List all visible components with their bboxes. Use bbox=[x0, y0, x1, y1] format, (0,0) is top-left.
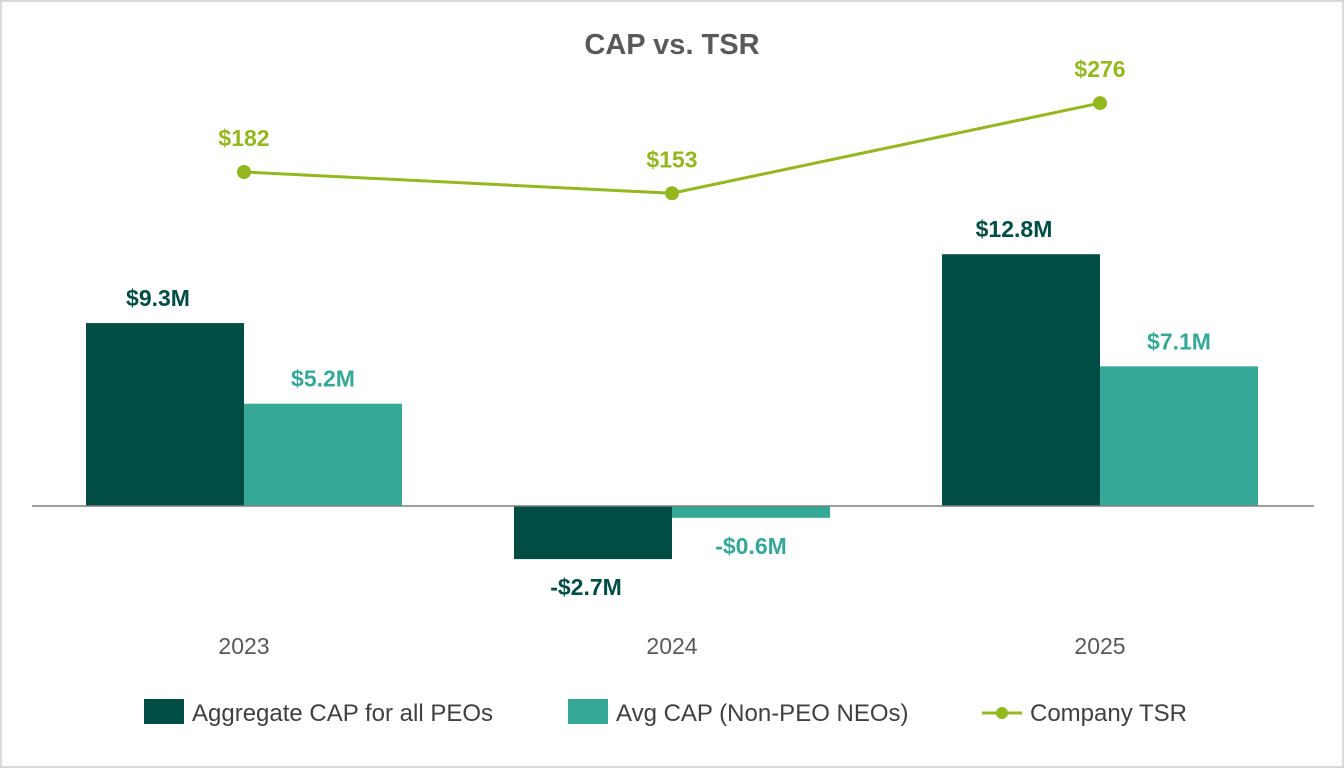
legend: Aggregate CAP for all PEOs Avg CAP (Non-P… bbox=[144, 699, 1187, 727]
tsr-line-layer bbox=[237, 96, 1107, 201]
bar-peo-2025 bbox=[942, 254, 1100, 506]
bar-label-peo-2024: -$2.7M bbox=[550, 574, 622, 600]
bar-peo-2024 bbox=[514, 506, 672, 560]
legend-peo-swatch bbox=[144, 699, 184, 724]
tsr-label-2023: $182 bbox=[218, 125, 269, 151]
tsr-label-2024: $153 bbox=[646, 146, 697, 172]
x-tick-2023: 2023 bbox=[218, 633, 269, 659]
legend-neo-swatch bbox=[568, 699, 608, 724]
bar-neo-2024 bbox=[672, 506, 830, 518]
bar-label-neo-2023: $5.2M bbox=[291, 366, 355, 392]
bar-label-neo-2025: $7.1M bbox=[1147, 328, 1211, 354]
legend-peo-label: Aggregate CAP for all PEOs bbox=[192, 700, 493, 727]
data-labels-layer: $9.3M -$2.7M $12.8M $5.2M -$0.6M $7.1M $182 $15… bbox=[126, 56, 1211, 600]
bar-neo-2023 bbox=[244, 403, 402, 506]
legend-tsr-label: Company TSR bbox=[1030, 700, 1187, 727]
x-tick-2024: 2024 bbox=[646, 633, 697, 659]
x-axis-ticks: 2023 2024 2025 bbox=[218, 633, 1125, 659]
bar-label-neo-2024: -$0.6M bbox=[715, 533, 787, 559]
tsr-point-2025 bbox=[1093, 96, 1107, 111]
bar-label-peo-2025: $12.8M bbox=[976, 216, 1053, 242]
bar-peo-2023 bbox=[86, 323, 244, 506]
bar-neo-2025 bbox=[1100, 366, 1258, 506]
legend-neo-label: Avg CAP (Non-PEO NEOs) bbox=[616, 700, 909, 727]
x-tick-2025: 2025 bbox=[1074, 633, 1125, 659]
bar-label-peo-2023: $9.3M bbox=[126, 285, 190, 311]
tsr-label-2025: $276 bbox=[1074, 56, 1125, 82]
chart-title: CAP vs. TSR bbox=[584, 29, 759, 61]
tsr-point-2024 bbox=[665, 186, 679, 201]
bars-layer bbox=[86, 254, 1258, 560]
tsr-point-2023 bbox=[237, 164, 251, 179]
legend-tsr-swatch-marker bbox=[996, 707, 1008, 719]
